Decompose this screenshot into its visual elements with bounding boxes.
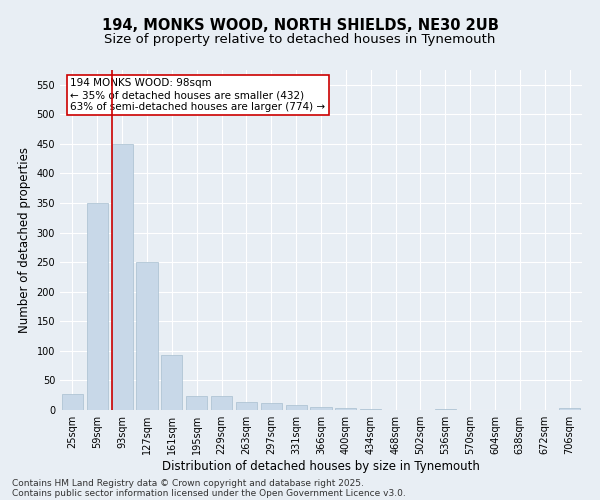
Bar: [286, 406, 307, 410]
Bar: [87, 203, 108, 410]
Bar: [261, 404, 282, 410]
Bar: [211, 396, 232, 410]
Bar: [236, 402, 257, 410]
Bar: [335, 408, 356, 410]
Text: Contains HM Land Registry data © Crown copyright and database right 2025.: Contains HM Land Registry data © Crown c…: [12, 478, 364, 488]
Bar: [161, 355, 182, 410]
Bar: [136, 262, 158, 410]
Text: Size of property relative to detached houses in Tynemouth: Size of property relative to detached ho…: [104, 32, 496, 46]
Bar: [112, 144, 133, 410]
Y-axis label: Number of detached properties: Number of detached properties: [18, 147, 31, 333]
Text: 194, MONKS WOOD, NORTH SHIELDS, NE30 2UB: 194, MONKS WOOD, NORTH SHIELDS, NE30 2UB: [101, 18, 499, 32]
Bar: [559, 408, 580, 410]
Bar: [62, 394, 83, 410]
Text: 194 MONKS WOOD: 98sqm
← 35% of detached houses are smaller (432)
63% of semi-det: 194 MONKS WOOD: 98sqm ← 35% of detached …: [70, 78, 326, 112]
Text: Contains public sector information licensed under the Open Government Licence v3: Contains public sector information licen…: [12, 488, 406, 498]
X-axis label: Distribution of detached houses by size in Tynemouth: Distribution of detached houses by size …: [162, 460, 480, 473]
Bar: [186, 396, 207, 410]
Bar: [310, 407, 332, 410]
